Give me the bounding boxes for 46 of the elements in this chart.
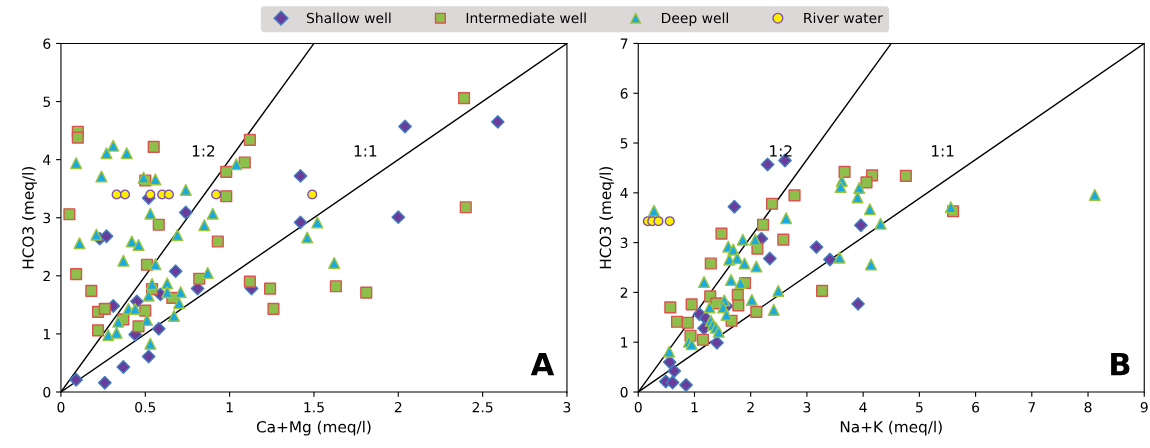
y-tick-label: 4 — [620, 187, 628, 199]
y-axis-title: HCO3 (meq/l) — [599, 167, 615, 269]
y-tick-label: 2 — [43, 270, 50, 282]
y-tick-label: 2 — [620, 287, 628, 298]
x-tick-label: 8 — [1084, 401, 1092, 413]
x-tick-label: 7 — [1028, 402, 1036, 413]
y-tick-label: 0 — [43, 386, 51, 398]
y-tick-label: 6 — [620, 88, 628, 99]
x-tick-label: 1 — [691, 402, 698, 413]
y-tick-label: 0 — [620, 386, 628, 398]
y-axis-title: HCO3 (meq/l) — [22, 167, 37, 269]
x-tick-label: 2.5 — [472, 401, 493, 413]
x-tick-label: 9 — [1140, 401, 1148, 413]
y-tick-label: 1 — [43, 329, 50, 340]
x-tick-label: 2 — [394, 401, 402, 413]
x-tick-label: 1.5 — [304, 402, 324, 413]
legend-label: Deep well — [662, 12, 728, 26]
x-tick-label: 5 — [916, 402, 923, 413]
y-tick-label: 3 — [620, 237, 628, 249]
x-tick-label: 3 — [803, 401, 811, 413]
x-axis-title: Ca+Mg (meq/l) — [256, 420, 371, 436]
annotation: B — [1111, 352, 1130, 376]
series-label: 1:2 — [770, 145, 792, 157]
y-tick-label: 5 — [43, 96, 51, 108]
series-label: 1:2 — [192, 145, 215, 157]
x-tick-label: 2 — [747, 401, 754, 413]
x-axis-title: Na+K (meq/l) — [840, 420, 942, 436]
x-tick-label: 4 — [859, 402, 867, 413]
x-tick-label: 0 — [634, 401, 642, 413]
x-tick-label: 6 — [972, 401, 980, 413]
x-tick-label: 0.5 — [135, 401, 156, 413]
y-tick-label: 5 — [620, 138, 628, 149]
x-tick-label: 1 — [226, 402, 233, 413]
series-label: 1:1 — [932, 145, 954, 157]
y-tick-label: 3 — [43, 212, 51, 224]
y-tick-label: 7 — [620, 38, 628, 49]
y-tick-label: 6 — [43, 38, 51, 49]
legend-label: River water — [804, 12, 883, 24]
x-tick-label: 0 — [57, 401, 65, 413]
y-tick-label: 1 — [621, 337, 628, 348]
y-tick-label: 4 — [43, 154, 51, 165]
legend-label: Shallow well — [306, 12, 391, 24]
series-label: 1:1 — [354, 145, 377, 157]
legend-label: Intermediate well — [466, 12, 586, 24]
annotation: A — [530, 352, 555, 376]
x-tick-label: 3 — [563, 401, 571, 413]
